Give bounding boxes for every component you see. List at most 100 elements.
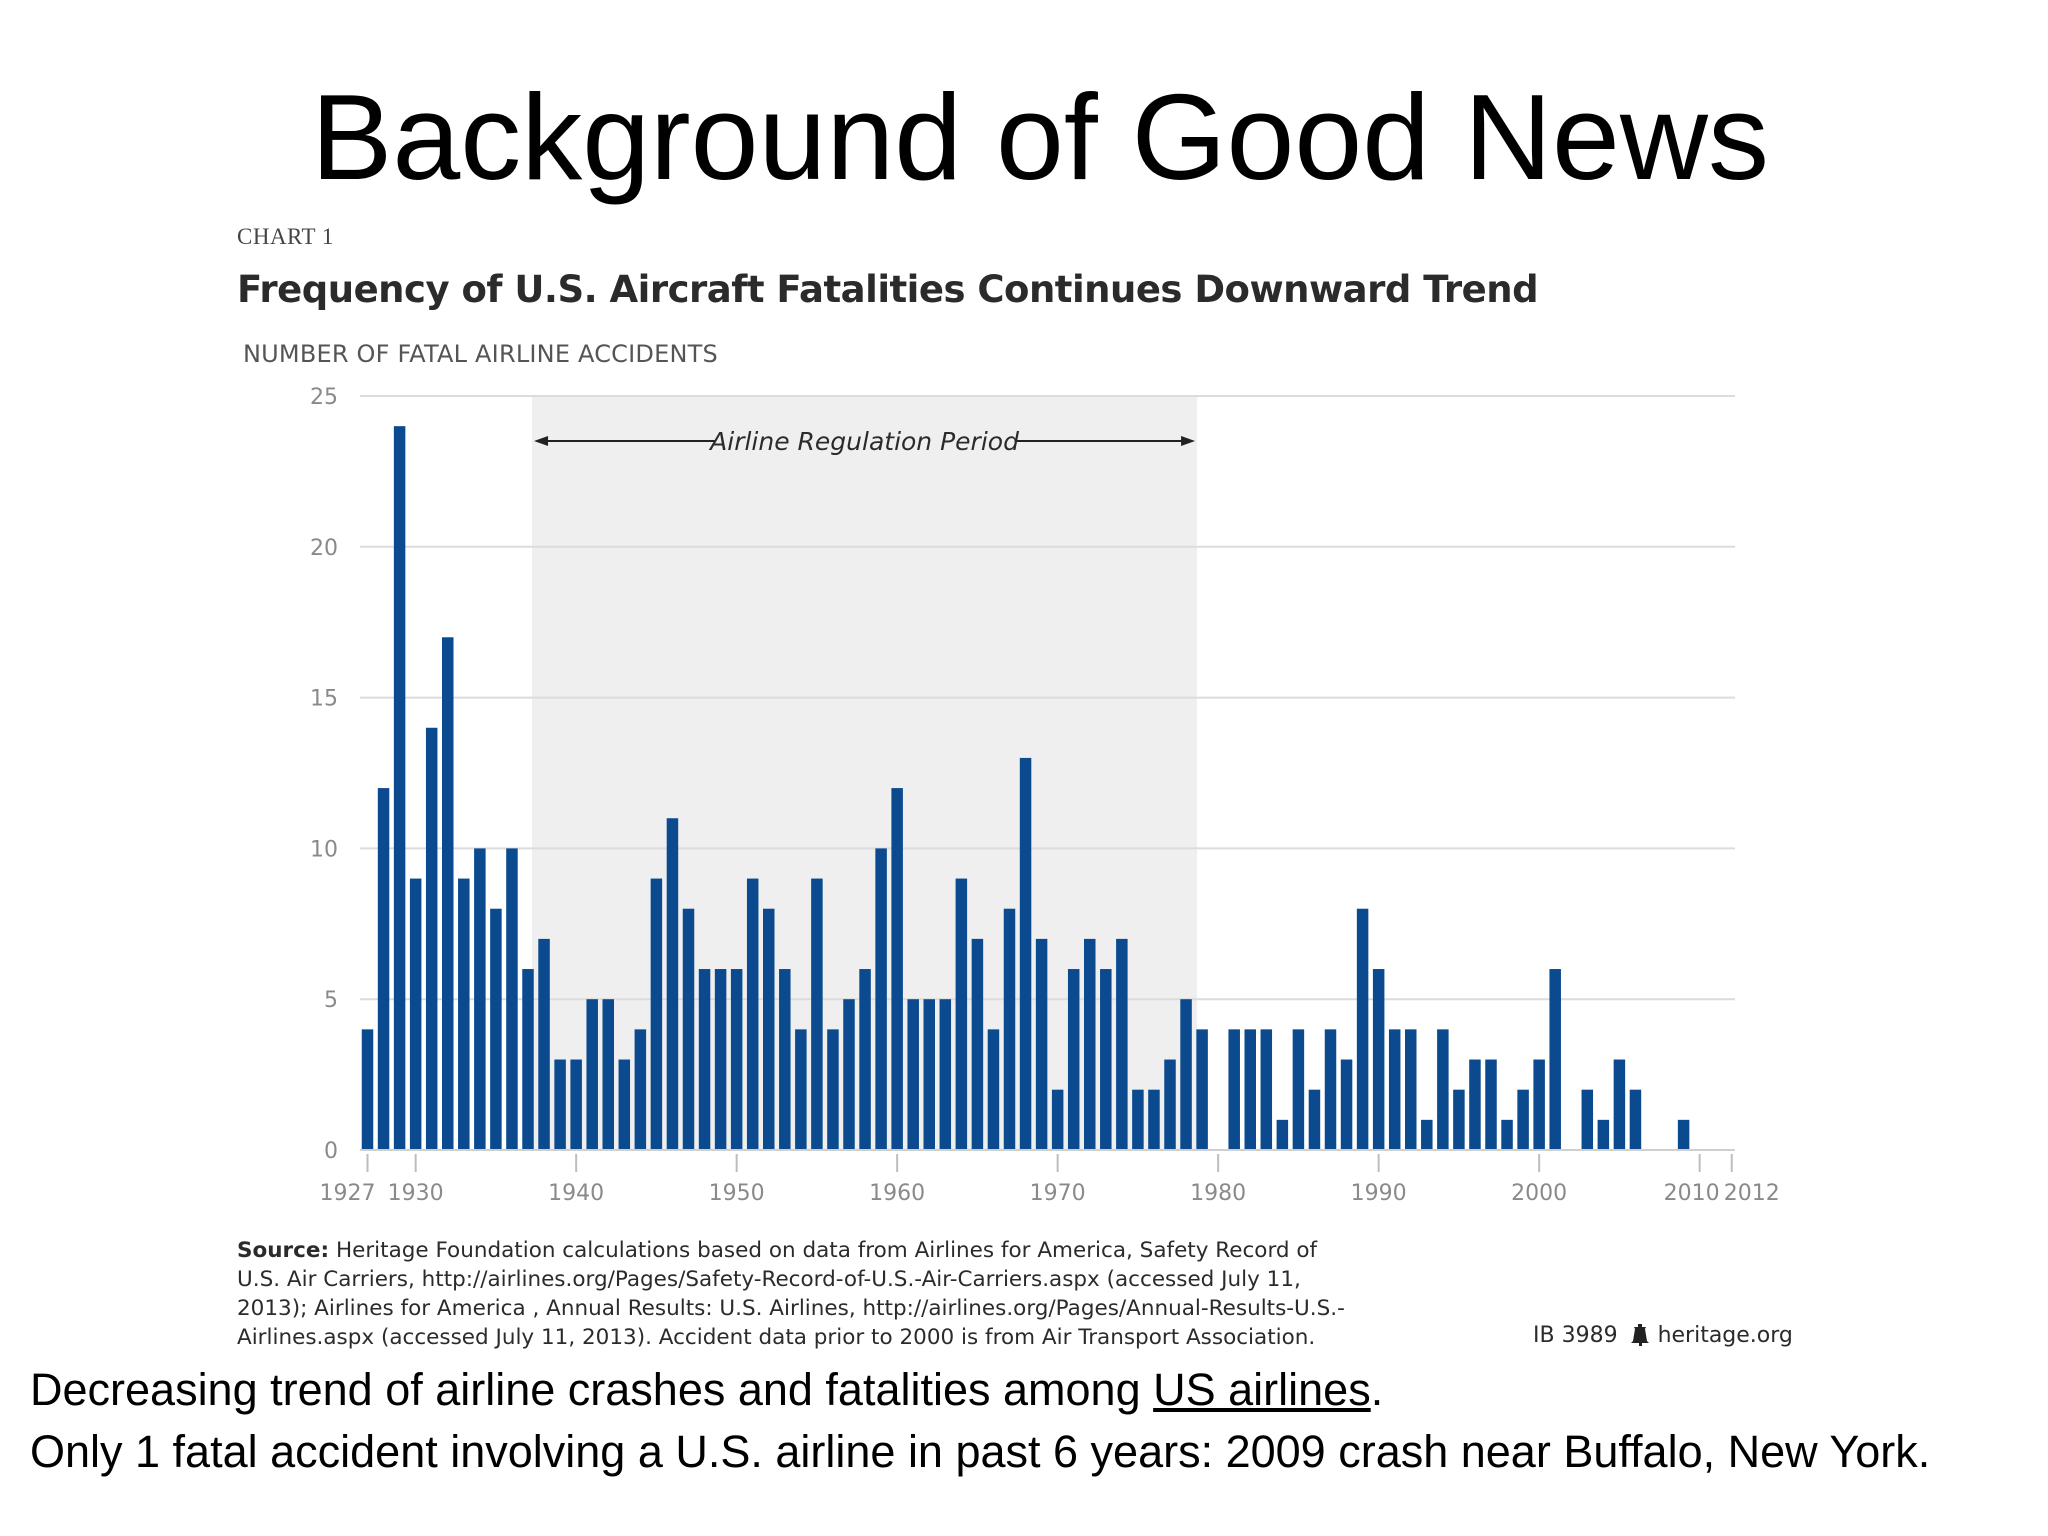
bar-1940: [570, 1059, 582, 1150]
bar-1998: [1501, 1119, 1513, 1150]
caption-line-2: Only 1 fatal accident involving a U.S. a…: [30, 1426, 1931, 1477]
bar-2009: [1677, 1119, 1690, 1150]
bar-1988: [1340, 1059, 1353, 1150]
bar-1995: [1453, 1089, 1465, 1150]
bar-1984: [1276, 1119, 1289, 1150]
bar-1948: [698, 969, 711, 1150]
bar-1935: [490, 908, 502, 1150]
bars: [361, 426, 1690, 1150]
bar-1991: [1388, 1029, 1401, 1150]
x-tick-label: 1970: [1030, 1181, 1086, 1206]
bar-1977: [1164, 1059, 1176, 1150]
source-note: Source: Heritage Foundation calculations…: [237, 1236, 1357, 1352]
bar-1944: [634, 1029, 647, 1150]
bar-1928: [377, 788, 390, 1150]
y-tick-label: 5: [324, 988, 338, 1013]
bar-1963: [939, 999, 952, 1150]
bar-1974: [1116, 938, 1128, 1150]
bar-1936: [506, 848, 518, 1150]
chart-id: IB 3989 heritage.org: [1533, 1323, 1793, 1348]
bar-1947: [682, 908, 695, 1150]
bar-1943: [618, 1059, 631, 1150]
bar-1950: [730, 969, 743, 1150]
gridlines: [360, 395, 1735, 1001]
y-tick-label: 0: [324, 1139, 338, 1164]
x-tick-label: 1927: [320, 1181, 376, 1206]
caption-1-end: .: [1370, 1364, 1384, 1415]
x-tick-label: 1940: [548, 1181, 604, 1206]
y-axis-ticks: 0 5 10 15 20 25: [310, 385, 338, 1164]
y-tick-label: 25: [310, 385, 338, 410]
source-text: Heritage Foundation calculations based o…: [237, 1238, 1345, 1350]
y-tick-label: 10: [310, 837, 338, 862]
bar-1949: [714, 969, 727, 1150]
bar-1951: [746, 878, 759, 1150]
x-tick-label: 1930: [388, 1181, 444, 1206]
bar-1956: [827, 1029, 839, 1150]
us-airlines-link[interactable]: US airlines: [1153, 1364, 1371, 1415]
bar-1978: [1180, 999, 1192, 1150]
bar-1964: [955, 878, 968, 1150]
bar-1955: [811, 878, 823, 1150]
caption-line-1: Decreasing trend of airline crashes and …: [30, 1364, 1383, 1416]
bar-1958: [859, 969, 871, 1150]
bar-1983: [1260, 1029, 1273, 1150]
bar-2000: [1533, 1059, 1545, 1150]
bar-1931: [425, 727, 438, 1150]
bar-1985: [1292, 1029, 1305, 1150]
bar-1982: [1244, 1029, 1256, 1150]
x-tick-label: 1990: [1351, 1181, 1407, 1206]
bar-1997: [1485, 1059, 1497, 1150]
bar-2001: [1549, 969, 1561, 1150]
bar-1952: [763, 908, 775, 1150]
bar-1965: [971, 938, 984, 1150]
bar-1957: [843, 999, 855, 1150]
bar-1976: [1148, 1089, 1160, 1150]
x-tick-label: 2000: [1511, 1181, 1567, 1206]
bar-1990: [1372, 969, 1385, 1150]
bar-1967: [1003, 908, 1016, 1150]
slide-title: Background of Good News: [310, 69, 1770, 205]
bar-1999: [1517, 1089, 1529, 1150]
bar-1942: [602, 999, 614, 1150]
bar-1945: [650, 878, 663, 1150]
bar-1939: [554, 1059, 566, 1150]
bar-2004: [1597, 1119, 1610, 1150]
chart-kicker: CHART 1: [237, 224, 334, 249]
bar-1996: [1469, 1059, 1481, 1150]
bar-1927: [361, 1029, 374, 1150]
bar-2006: [1629, 1089, 1642, 1150]
bar-1933: [458, 878, 470, 1150]
annotation-arrowhead-right: [1181, 436, 1196, 446]
bar-2005: [1613, 1059, 1626, 1150]
bar-1981: [1228, 1029, 1240, 1150]
bar-1941: [586, 999, 598, 1150]
x-tick-label: 1960: [869, 1181, 925, 1206]
bar-1960: [891, 788, 903, 1150]
chart-y-axis-label: NUMBER OF FATAL AIRLINE ACCIDENTS: [243, 340, 718, 368]
chart-title: Frequency of U.S. Aircraft Fatalities Co…: [237, 268, 1539, 311]
bar-1962: [923, 999, 935, 1150]
bar-1987: [1324, 1029, 1337, 1150]
bar-1929: [393, 426, 406, 1150]
bar-1934: [474, 848, 486, 1150]
bar-1975: [1132, 1089, 1144, 1150]
bar-1993: [1421, 1119, 1433, 1150]
bar-1932: [442, 637, 454, 1150]
bar-1972: [1084, 938, 1096, 1150]
bar-1989: [1356, 908, 1369, 1150]
bar-1953: [779, 969, 791, 1150]
site-label: heritage.org: [1657, 1323, 1793, 1348]
bar-1973: [1100, 969, 1112, 1150]
x-axis-ticks: 1927 1930 1940 1950 1960 1970 1980 1990 2000 2010…: [320, 1154, 1780, 1206]
source-label: Source:: [237, 1238, 330, 1263]
bar-1937: [522, 969, 534, 1150]
caption-1-text: Decreasing trend of airline crashes and …: [30, 1364, 1154, 1415]
annotation-arrowhead-left: [534, 436, 549, 446]
chart-id-label: IB 3989: [1533, 1323, 1618, 1348]
y-tick-label: 15: [310, 687, 338, 712]
x-tick-label: 2010: [1664, 1181, 1720, 1206]
bar-1954: [795, 1029, 807, 1150]
bar-1966: [987, 1029, 1000, 1150]
